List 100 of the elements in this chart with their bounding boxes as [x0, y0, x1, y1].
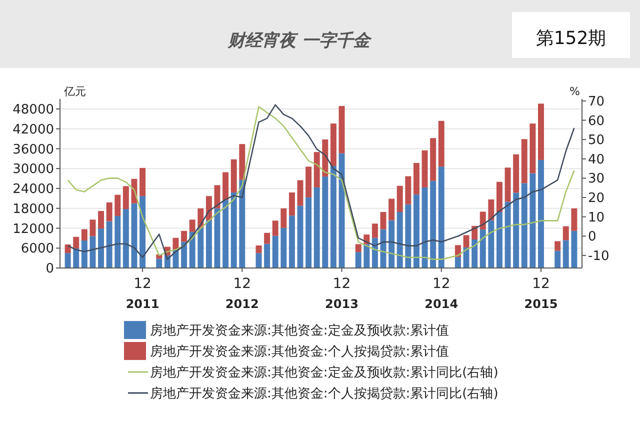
bar — [521, 139, 528, 184]
bar — [504, 168, 511, 202]
bar — [114, 216, 121, 268]
bar — [297, 180, 304, 206]
y2-tick-label: 10 — [588, 210, 605, 226]
bar — [64, 244, 71, 254]
bar — [81, 229, 88, 240]
bar — [571, 208, 578, 231]
bar — [504, 202, 511, 268]
bar — [454, 257, 461, 268]
bar — [530, 124, 536, 174]
bar — [280, 208, 287, 228]
bar — [214, 208, 220, 268]
y-tick-label: 24000 — [12, 182, 54, 198]
bar — [206, 220, 212, 268]
bar — [140, 196, 146, 268]
bar — [338, 106, 345, 154]
bar — [422, 150, 428, 188]
text: 2013 — [325, 297, 358, 311]
bar — [372, 224, 378, 238]
bar — [306, 197, 312, 268]
y-tick-label: 48000 — [12, 102, 54, 118]
bar — [131, 203, 138, 268]
bar — [480, 230, 486, 268]
x-tick-label: 12 — [233, 276, 252, 292]
bar — [140, 168, 146, 196]
bar — [355, 252, 362, 268]
bar — [106, 221, 112, 268]
y2-tick-label: -10 — [588, 248, 610, 264]
bar — [98, 228, 104, 268]
bar — [81, 240, 88, 268]
bar — [330, 166, 336, 268]
bar — [388, 198, 395, 220]
bar — [430, 180, 436, 268]
y2-tick-label: 0 — [588, 230, 596, 245]
bar — [330, 124, 336, 166]
bar — [364, 244, 370, 268]
y2-tick-label: 70 — [588, 94, 605, 110]
bar — [314, 187, 320, 268]
y-tick-label: 18000 — [12, 202, 54, 217]
bar — [239, 144, 246, 180]
bar — [280, 228, 287, 268]
bar — [198, 228, 204, 268]
bar — [538, 160, 544, 268]
bar — [571, 230, 578, 268]
bar — [438, 166, 444, 268]
bar — [538, 104, 544, 160]
bar — [562, 240, 569, 268]
bar — [396, 212, 403, 268]
bar — [405, 176, 412, 204]
bar — [73, 236, 80, 248]
bar — [230, 159, 237, 192]
y-tick-label: 12000 — [12, 222, 54, 237]
bar — [463, 235, 470, 248]
legend-label: 房地产开发资金来源:其他资金:个人按揭贷款:累计同比(右轴) — [150, 386, 498, 402]
bar — [90, 220, 96, 236]
chart-subtitle: 第152期 — [536, 28, 606, 49]
chart-title: 财经宵夜 一字千金 — [227, 31, 372, 51]
bar — [181, 242, 188, 268]
bar — [496, 182, 502, 212]
bar — [98, 211, 104, 229]
bar — [554, 250, 561, 268]
y2-tick-label: 20 — [588, 191, 605, 206]
bar — [264, 244, 270, 268]
bar — [388, 220, 395, 268]
bar — [438, 120, 444, 167]
x-tick-label: 12 — [134, 276, 152, 292]
x-tick-label: 12 — [332, 276, 351, 292]
bar — [288, 192, 295, 216]
bar — [189, 220, 196, 232]
y2-tick-label: 40 — [588, 152, 605, 168]
x-tick-label: 12 — [532, 276, 550, 292]
bar — [256, 253, 262, 268]
bar — [114, 194, 121, 216]
bar — [472, 240, 478, 268]
y-tick-label: 30000 — [12, 162, 54, 178]
text: 2012 — [225, 297, 259, 311]
bar — [297, 206, 304, 268]
bar — [396, 186, 403, 212]
bar — [306, 166, 312, 198]
bar — [214, 185, 220, 208]
y-tick-label: 42000 — [12, 122, 54, 138]
bar — [288, 216, 295, 268]
bar — [264, 232, 270, 244]
y-axis-title: 亿元 — [63, 85, 86, 98]
bar — [239, 180, 246, 268]
x-tick-label: 12 — [432, 276, 450, 292]
bar — [355, 244, 362, 252]
bar — [430, 138, 436, 181]
bar — [64, 253, 71, 268]
bar — [521, 183, 528, 268]
bar — [496, 212, 502, 268]
y-tick-label: 6000 — [20, 242, 54, 257]
bar — [181, 230, 188, 242]
legend-label: 房地产开发资金来源:其他资金:定金及预收款:累计同比(右轴) — [150, 364, 498, 381]
bar — [272, 220, 278, 236]
bar — [488, 220, 494, 268]
bar — [380, 212, 386, 230]
y2-tick-label: 50 — [588, 133, 605, 148]
bar — [480, 212, 486, 230]
